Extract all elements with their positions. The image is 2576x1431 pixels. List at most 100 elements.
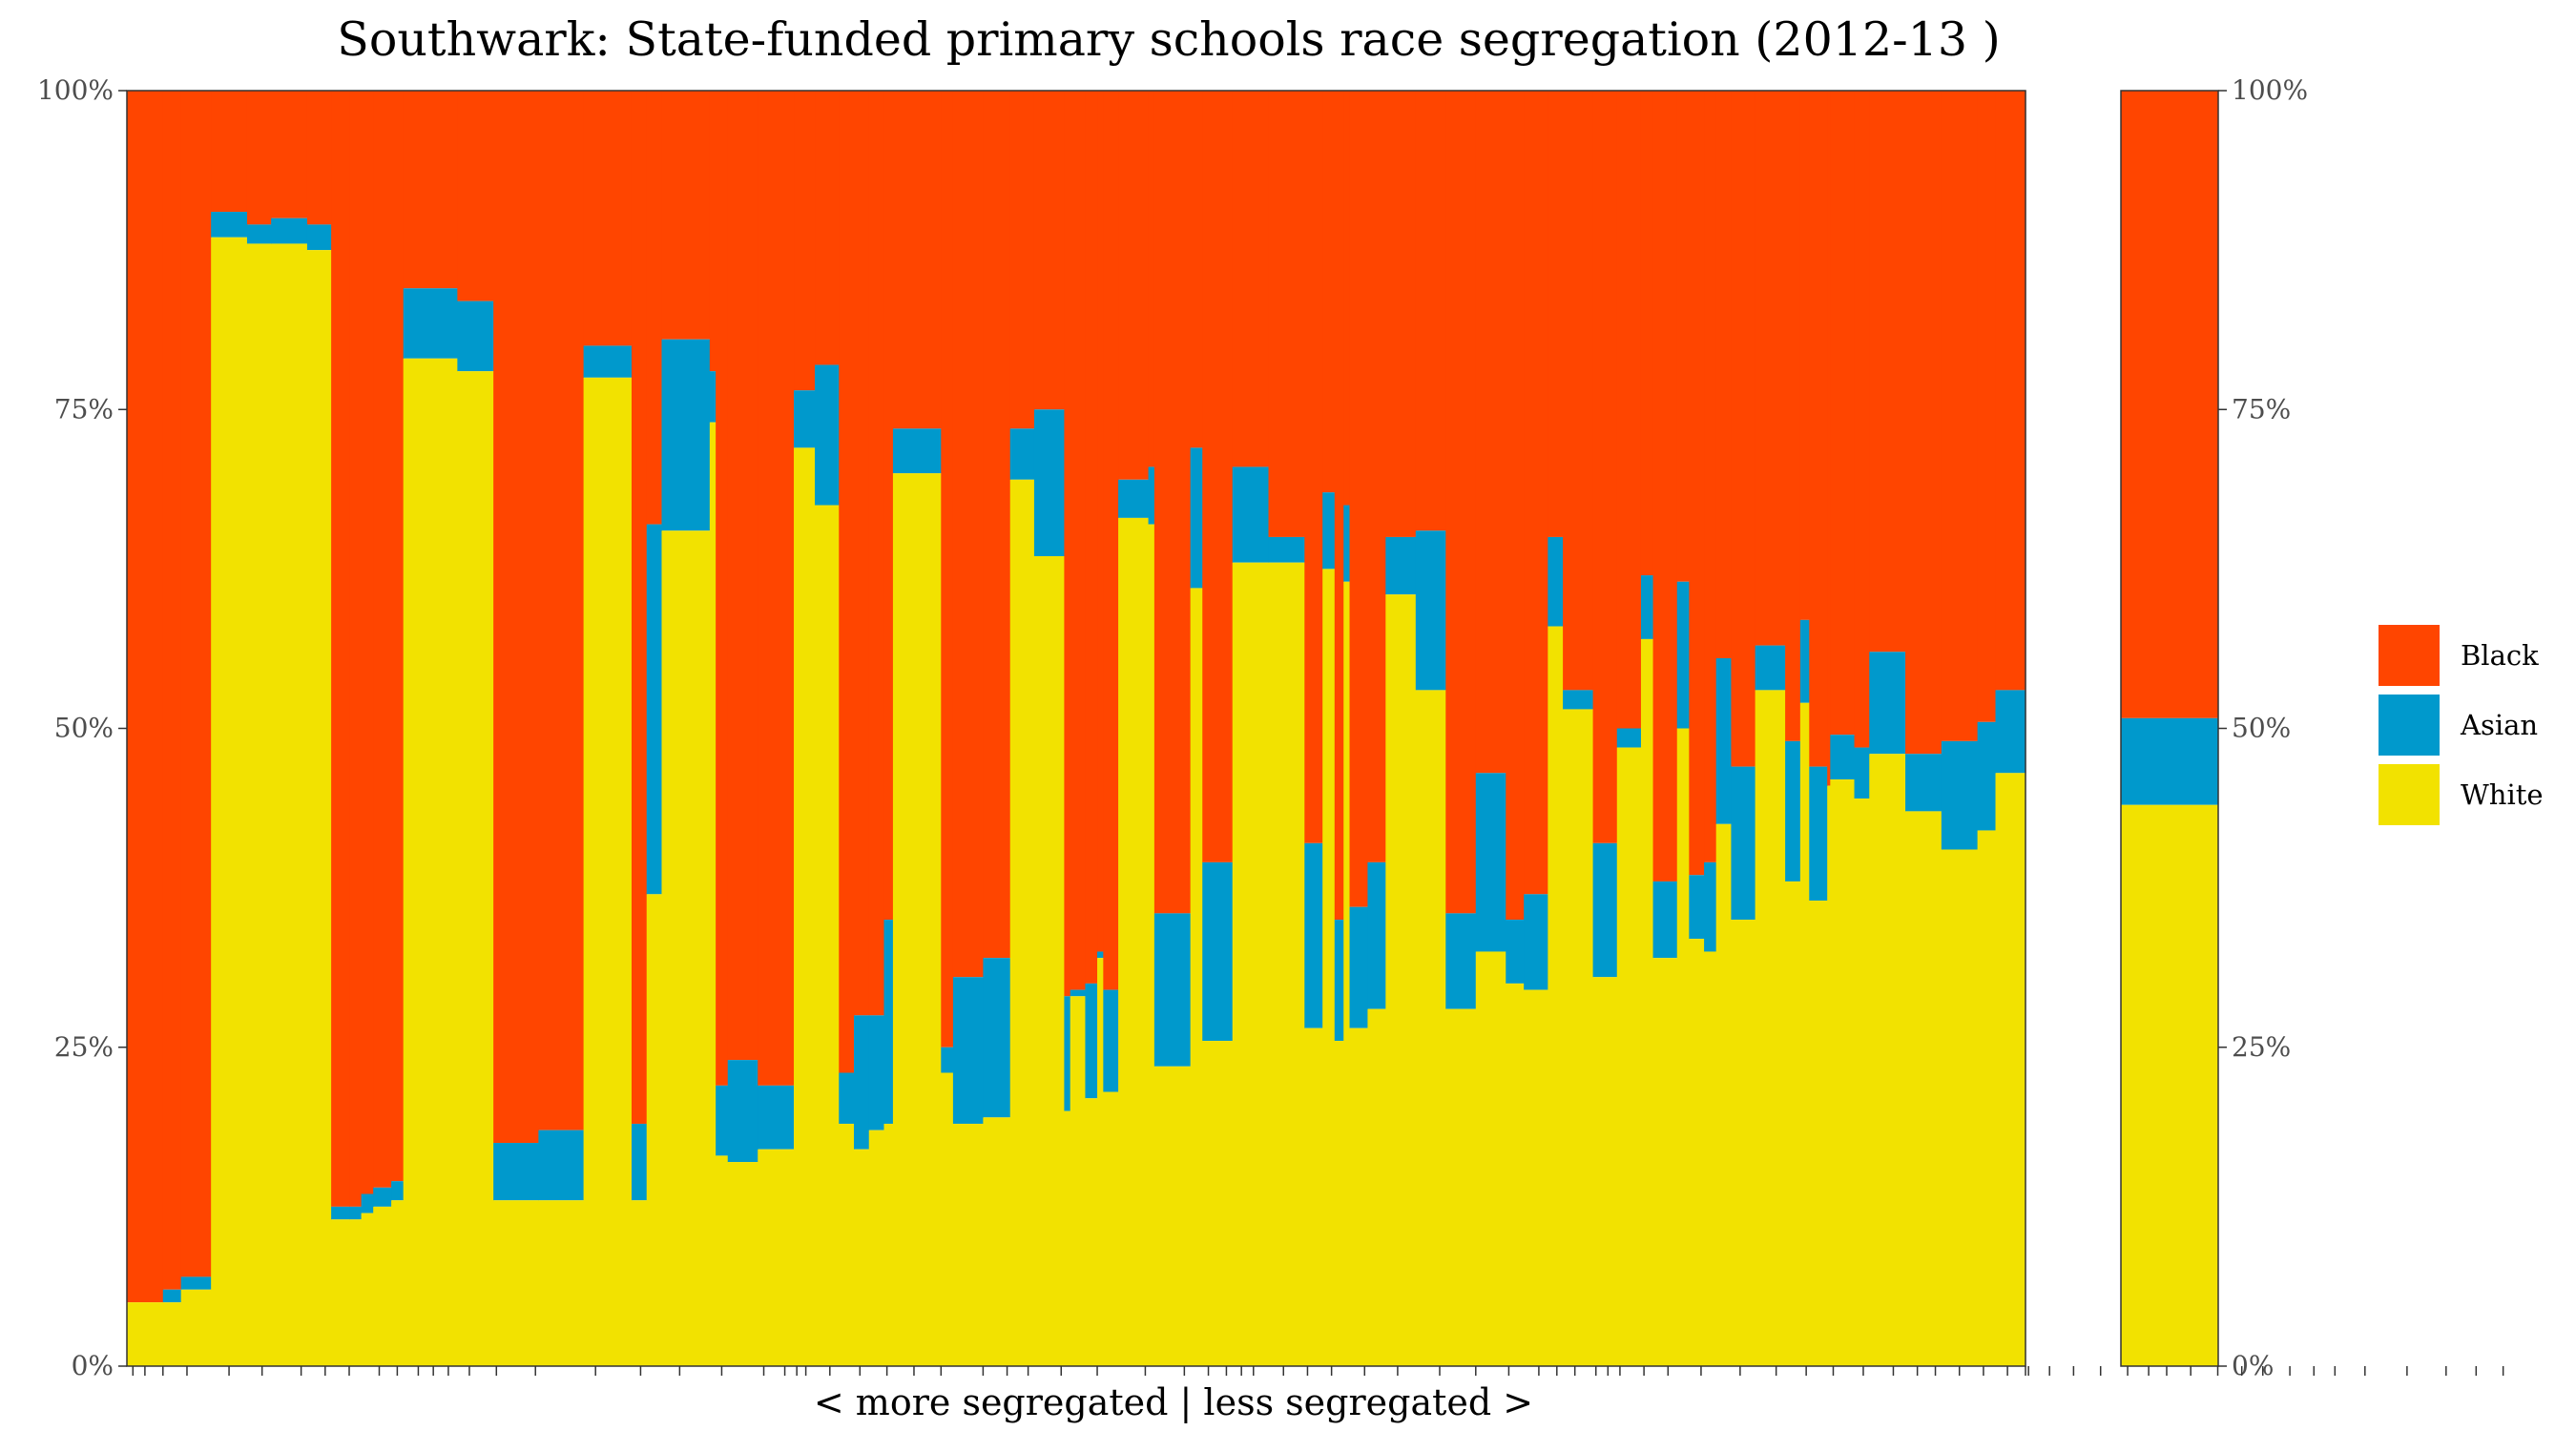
bar-segment-asian [361,1193,374,1213]
overall-plot-panel [2120,90,2219,1367]
bar-segment-white [127,1302,164,1366]
bar-segment-asian [727,1060,758,1163]
bar-segment-white [373,1206,392,1366]
bar-segment-black [162,91,182,1290]
bar-segment-white [1232,562,1270,1366]
bar-segment-black [403,91,458,289]
bar-segment-white [211,237,248,1366]
bar-segment-black [1869,91,1906,653]
bar-segment-white [1809,900,1828,1366]
bar-segment-white [1995,773,2026,1366]
bar-segment-asian [1190,447,1203,589]
bar-segment-black [1148,91,1155,467]
bar-segment-asian [1118,479,1150,518]
bar-segment-black [1563,91,1594,691]
bar-segment-asian [1563,690,1594,710]
main-plot-panel [126,90,2026,1367]
bar-segment-white [1830,778,1856,1366]
bar-segment-white [391,1200,405,1366]
bar-segment-white [1785,881,1801,1366]
bar-segment-white [1869,754,1906,1366]
bar-segment-asian [839,1072,855,1124]
bar-segment-asian [162,1289,182,1303]
bar-segment-black [1153,91,1192,914]
bar-segment-black [1070,91,1087,990]
bar-segment-asian [538,1130,585,1201]
bar-segment-black [1103,91,1119,990]
bar-segment-white [403,358,458,1366]
bar-segment-asian [1506,920,1525,984]
bar-segment-black [815,91,840,365]
bar-segment-white [646,894,663,1366]
bar-segment-asian [1941,740,1979,850]
bar-segment-asian [1548,536,1564,627]
bar-segment-white [1616,747,1642,1366]
bar-segment-white [661,530,711,1366]
bar-segment-white [1118,517,1150,1366]
bar-segment-white [1148,524,1155,1366]
bar-segment-black [1830,91,1856,736]
bar-segment-asian [794,390,816,448]
bar-segment-white [1343,581,1351,1366]
y-tick-label-right: 100% [2232,74,2308,106]
bar-segment-asian [868,1015,885,1130]
bar-segment-asian [1869,652,1906,755]
bar-segment-black [1475,91,1506,774]
bar-segment-black [1506,91,1525,921]
bar-segment-white [349,1219,363,1366]
chart-title: Southwark: State-funded primary schools … [337,12,2000,67]
bar-segment-asian [952,977,984,1124]
bar-segment-black [1689,91,1705,876]
bar-segment-white [1475,951,1506,1366]
bar-segment-black [1033,91,1066,410]
bar-segment-asian [457,301,494,372]
bar-segment-black [839,91,855,1073]
bar-segment-white [983,1117,1011,1366]
bar-segment-asian [1415,530,1446,691]
y-tick-label-left: 75% [54,393,114,425]
bar-segment-asian [1148,467,1155,525]
bar-segment-white [794,447,816,1366]
overall-bar-asian [2121,717,2218,805]
bar-segment-white [1715,823,1733,1366]
bar-segment-black [1652,91,1678,881]
bar-segment-asian [1592,842,1618,978]
bar-segment-asian [1304,842,1323,1028]
bar-segment-asian [1085,983,1098,1099]
bar-segment-white [839,1123,855,1366]
bar-segment-white [1202,1041,1234,1366]
bar-segment-asian [1616,728,1642,748]
bar-segment-black [661,91,711,340]
bar-segment-asian [583,345,633,378]
bar-segment-black [1415,91,1446,531]
y-axis-right: 0% 25% 50% 75% 100% [2218,74,2308,1381]
bar-segment-asian [892,428,942,474]
bar-segment-white [853,1149,870,1366]
bar-segment-white [883,1123,894,1366]
overall-bar-black [2121,91,2218,718]
bar-segment-black [1640,91,1654,576]
bar-segment-asian [1033,409,1066,557]
bar-segment-white [1033,556,1066,1366]
bar-segment-black [941,91,954,1047]
legend-label-white: White [2461,778,2544,811]
bar-segment-black [727,91,758,1061]
bar-segment-black [716,91,729,1086]
bar-segment-black [1097,91,1104,952]
bar-segment-asian [709,371,717,423]
y-tick-label-right: 25% [2232,1031,2291,1063]
bar-segment-asian [1755,645,1786,691]
bar-segment-asian [493,1143,539,1201]
bar-segment-white [941,1072,954,1366]
bar-segment-black [709,91,717,372]
legend: Black Asian White [2379,625,2544,825]
legend-key-white [2379,764,2440,825]
bar-segment-white [1268,562,1305,1366]
bar-segment-black [1785,91,1801,741]
bar-segment-black [868,91,885,1016]
bar-segment-asian [1445,913,1477,1009]
bar-segment-black [1009,91,1035,429]
bar-segment-asian [306,224,332,251]
y-tick-label-left: 25% [54,1031,114,1063]
bar-segment-black [391,91,405,1182]
